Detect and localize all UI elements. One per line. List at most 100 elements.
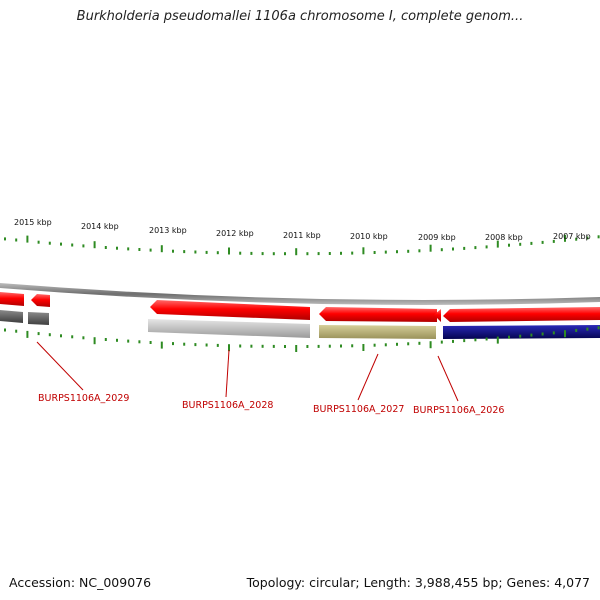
gene-arrow-forward[interactable] — [31, 294, 50, 307]
minor-tick — [82, 336, 85, 340]
gene-arrow-forward[interactable] — [150, 300, 310, 320]
major-tick — [295, 248, 298, 256]
minor-tick — [48, 333, 51, 337]
minor-tick — [15, 329, 18, 333]
minor-tick — [597, 326, 600, 330]
minor-tick — [104, 246, 107, 249]
minor-tick — [239, 251, 242, 255]
major-tick — [26, 330, 29, 338]
minor-tick — [597, 235, 600, 239]
minor-tick — [149, 341, 152, 344]
genome-summary: Topology: circular; Length: 3,988,455 bp… — [246, 575, 590, 590]
minor-tick — [474, 246, 477, 250]
minor-tick — [284, 252, 286, 256]
minor-tick — [15, 238, 18, 242]
minor-tick — [127, 339, 130, 343]
minor-tick — [127, 247, 130, 251]
forward-strand — [0, 292, 600, 322]
gene-callouts — [36, 341, 459, 402]
major-tick — [362, 247, 365, 255]
minor-tick — [172, 342, 174, 346]
major-tick — [496, 240, 499, 248]
minor-tick — [396, 250, 398, 254]
minor-tick — [104, 338, 107, 341]
top-tick-row — [4, 234, 600, 256]
gene-block-2029a[interactable] — [0, 310, 23, 323]
minor-tick — [340, 251, 342, 255]
minor-tick — [183, 342, 186, 346]
minor-tick — [71, 335, 74, 339]
minor-tick — [440, 340, 443, 344]
minor-tick — [575, 328, 578, 332]
minor-tick — [508, 243, 510, 247]
minor-tick — [407, 342, 410, 346]
kbp-labels: 2015 kbp 2014 kbp 2013 kbp 2012 kbp 2011… — [14, 218, 591, 242]
minor-tick — [384, 343, 387, 347]
gene-block-2027[interactable] — [319, 325, 436, 339]
gene-label[interactable]: BURPS1106A_2029 — [38, 393, 129, 404]
minor-tick — [37, 240, 40, 244]
minor-tick — [205, 250, 208, 254]
gene-arrow-forward[interactable] — [319, 307, 437, 322]
minor-tick — [306, 252, 309, 256]
minor-tick — [396, 342, 398, 346]
minor-tick — [261, 252, 264, 256]
minor-tick — [351, 344, 354, 348]
minor-tick — [37, 332, 40, 336]
callout-line — [36, 341, 84, 391]
minor-tick — [194, 343, 197, 347]
kbp-label: 2013 kbp — [149, 226, 187, 235]
gene-label[interactable]: BURPS1106A_2027 — [313, 404, 404, 415]
accession-text: Accession: NC_009076 — [9, 575, 152, 590]
gene-label[interactable]: BURPS1106A_2028 — [182, 400, 273, 411]
feature-track — [0, 310, 600, 339]
minor-tick — [239, 344, 242, 348]
minor-tick — [575, 237, 578, 241]
minor-tick — [183, 250, 186, 254]
kbp-label: 2007 kbp — [553, 232, 591, 241]
gene-block-2026[interactable] — [443, 325, 600, 339]
major-tick — [429, 244, 432, 252]
gene-arrow-forward[interactable] — [434, 309, 441, 322]
minor-tick — [306, 345, 309, 348]
kbp-label: 2009 kbp — [418, 233, 456, 242]
minor-tick — [48, 241, 51, 245]
gene-arrow-forward[interactable] — [0, 292, 24, 306]
genome-title: Burkholderia pseudomallei 1106a chromoso… — [76, 9, 524, 24]
kbp-label: 2011 kbp — [283, 231, 321, 240]
minor-tick — [328, 344, 331, 348]
major-tick — [26, 235, 29, 243]
minor-tick — [407, 249, 410, 253]
minor-tick — [71, 243, 74, 247]
minor-tick — [317, 252, 320, 256]
minor-tick — [485, 337, 488, 341]
major-tick — [295, 345, 298, 352]
gene-block-2029b[interactable] — [28, 312, 49, 325]
gene-labels: BURPS1106A_2029 BURPS1106A_2028 BURPS110… — [38, 393, 504, 416]
kbp-label: 2008 kbp — [485, 233, 523, 242]
minor-tick — [530, 333, 533, 337]
gene-arrow-forward[interactable] — [443, 307, 600, 322]
minor-tick — [216, 251, 219, 255]
minor-tick — [452, 247, 454, 251]
minor-tick — [463, 246, 466, 250]
minor-tick — [384, 250, 387, 254]
major-tick — [564, 330, 566, 338]
minor-tick — [340, 344, 342, 348]
major-tick — [496, 336, 499, 344]
minor-tick — [552, 331, 555, 335]
major-tick — [429, 341, 432, 349]
gene-block-2028[interactable] — [148, 319, 310, 338]
minor-tick — [60, 334, 62, 338]
minor-tick — [328, 252, 331, 255]
minor-tick — [541, 332, 544, 336]
major-tick — [160, 245, 163, 253]
chromosome-backbone — [0, 283, 600, 305]
minor-tick — [418, 249, 421, 253]
minor-tick — [530, 241, 533, 245]
minor-tick — [440, 248, 443, 252]
callout-line — [437, 355, 459, 402]
minor-tick — [586, 327, 589, 331]
gene-label[interactable]: BURPS1106A_2026 — [413, 405, 504, 416]
